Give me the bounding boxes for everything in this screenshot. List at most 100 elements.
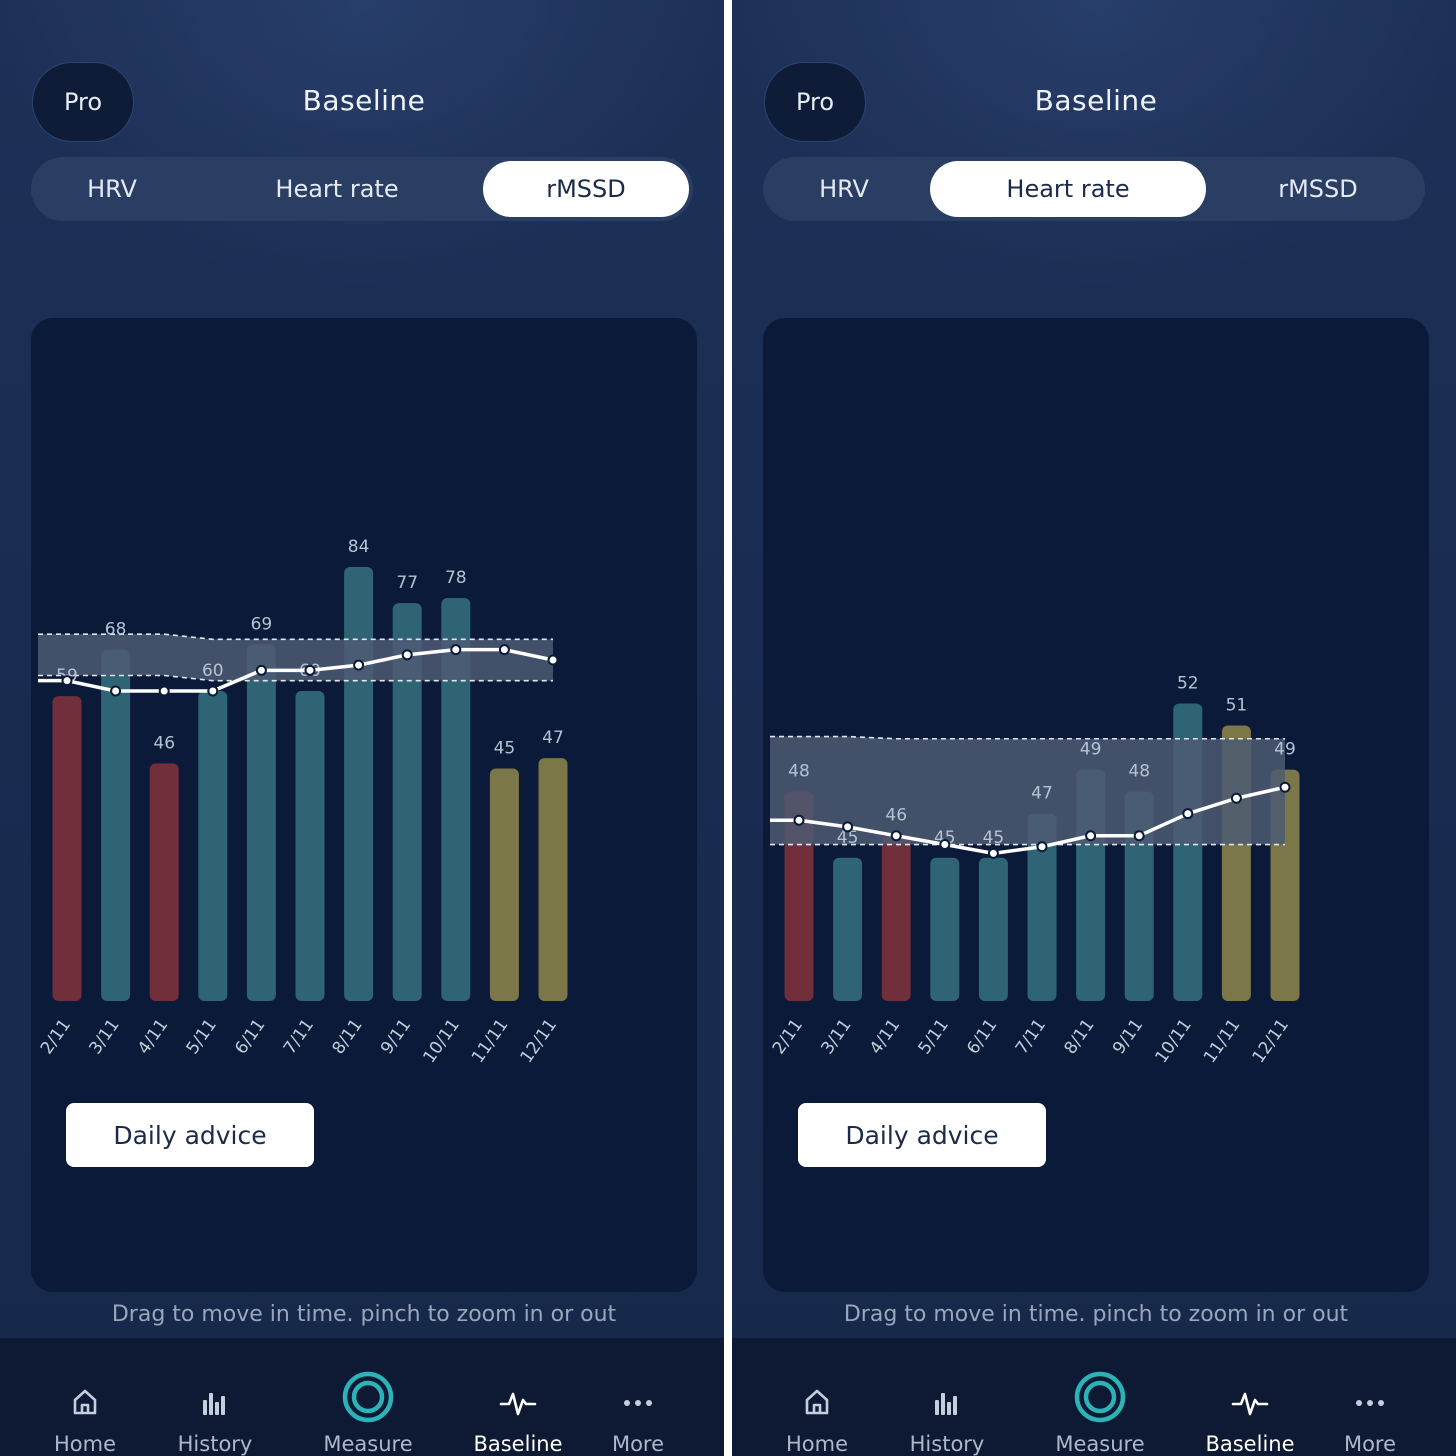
baseline-point xyxy=(450,644,462,656)
bar-11-11[interactable] xyxy=(489,768,519,1002)
nav-label: Home xyxy=(53,1432,116,1456)
baseline-point xyxy=(110,685,122,697)
value-label: 60 xyxy=(202,661,224,681)
pro-button[interactable]: Pro xyxy=(764,62,866,142)
bar-4-11[interactable] xyxy=(881,835,911,1001)
baseline-point xyxy=(1133,830,1145,842)
bar-8-11[interactable] xyxy=(344,567,374,1001)
gesture-hint: Drag to move in time. pinch to zoom in o… xyxy=(843,1302,1349,1327)
value-label: 46 xyxy=(153,733,175,753)
bar-7-11[interactable] xyxy=(295,691,325,1001)
nav-item-home[interactable]: Home xyxy=(25,1338,145,1456)
band-upper-line xyxy=(38,633,553,641)
baseline-point xyxy=(1279,781,1291,793)
baseline-band xyxy=(770,736,1285,845)
baseline-point xyxy=(61,675,73,687)
baseline-point xyxy=(304,664,316,676)
value-label: 45 xyxy=(837,828,859,848)
nav-item-baseline[interactable]: Baseline xyxy=(1190,1338,1310,1456)
tab-heart-rate[interactable]: Heart rate xyxy=(275,175,399,203)
baseline-point xyxy=(353,659,365,671)
x-tick-label: 2/11 xyxy=(37,1015,75,1058)
nav-item-measure[interactable]: Measure xyxy=(1040,1338,1160,1456)
nav-label: Measure xyxy=(323,1432,413,1456)
nav-label: History xyxy=(909,1432,985,1456)
tab-rmssd[interactable]: rMSSD xyxy=(1278,175,1358,203)
bar-10-11[interactable] xyxy=(441,598,471,1001)
page-title: Baseline xyxy=(1034,84,1158,117)
x-tick-label: 8/11 xyxy=(1060,1015,1098,1058)
x-tick-label: 12/11 xyxy=(517,1015,561,1067)
bar-6-11[interactable] xyxy=(978,857,1008,1001)
nav-item-more[interactable]: More xyxy=(1310,1338,1430,1456)
baseline-point xyxy=(207,685,219,697)
band-lower-line xyxy=(38,674,553,682)
baseline-point xyxy=(890,830,902,842)
nav-item-baseline[interactable]: Baseline xyxy=(458,1338,578,1456)
bar-5-11[interactable] xyxy=(198,691,228,1001)
nav-item-home[interactable]: Home xyxy=(757,1338,877,1456)
daily-advice-button[interactable]: Daily advice xyxy=(798,1103,1046,1167)
bar-3-11[interactable] xyxy=(101,649,131,1001)
value-label: 52 xyxy=(1177,673,1199,693)
value-label: 49 xyxy=(1274,740,1296,760)
value-label: 47 xyxy=(542,728,564,748)
bar-7-11[interactable] xyxy=(1027,813,1057,1001)
daily-advice-button[interactable]: Daily advice xyxy=(66,1103,314,1167)
x-tick-label: 11/11 xyxy=(468,1015,512,1067)
baseline-point xyxy=(842,821,854,833)
nav-item-measure[interactable]: Measure xyxy=(308,1338,428,1456)
x-tick-label: 7/11 xyxy=(280,1015,318,1058)
metric-tabs: HRV Heart rate rMSSD xyxy=(763,157,1425,221)
screen-divider xyxy=(724,0,732,1456)
header-glow xyxy=(732,0,1456,300)
bar-6-11[interactable] xyxy=(246,644,276,1002)
value-label: 47 xyxy=(1031,784,1053,804)
baseline-point xyxy=(547,654,559,666)
baseline-point xyxy=(1036,841,1048,853)
value-label: 84 xyxy=(348,537,370,557)
header-glow xyxy=(0,0,724,300)
value-label: 48 xyxy=(788,762,810,782)
baseline-chart[interactable]: 59684660696084777845472/113/114/115/116/… xyxy=(31,318,697,1078)
tab-hrv[interactable]: HRV xyxy=(87,175,137,203)
tab-rmssd[interactable]: rMSSD xyxy=(483,161,689,217)
nav-item-more[interactable]: More xyxy=(578,1338,698,1456)
x-tick-label: 10/11 xyxy=(1151,1015,1195,1067)
value-label: 78 xyxy=(445,568,467,588)
x-tick-label: 5/11 xyxy=(183,1015,221,1058)
bar-5-11[interactable] xyxy=(930,857,960,1001)
x-tick-label: 9/11 xyxy=(377,1015,415,1058)
baseline-point xyxy=(987,847,999,859)
chart-card[interactable]: 59684660696084777845472/113/114/115/116/… xyxy=(31,318,697,1292)
value-label: 49 xyxy=(1080,740,1102,760)
nav-label: Home xyxy=(785,1432,848,1456)
nav-label: Baseline xyxy=(473,1432,563,1456)
x-tick-label: 5/11 xyxy=(915,1015,953,1058)
nav-item-history[interactable]: History xyxy=(155,1338,275,1456)
x-tick-label: 6/11 xyxy=(963,1015,1001,1058)
value-label: 45 xyxy=(494,739,516,759)
pro-button[interactable]: Pro xyxy=(32,62,134,142)
baseline-point xyxy=(793,814,805,826)
nav-label: Measure xyxy=(1055,1432,1145,1456)
x-tick-label: 3/11 xyxy=(817,1015,855,1058)
bar-2-11[interactable] xyxy=(52,696,82,1001)
x-tick-label: 2/11 xyxy=(769,1015,807,1058)
value-label: 77 xyxy=(396,573,418,593)
page-title: Baseline xyxy=(302,84,426,117)
baseline-point xyxy=(1182,808,1194,820)
bar-12-11[interactable] xyxy=(538,758,568,1001)
bar-4-11[interactable] xyxy=(149,763,179,1001)
tab-hrv[interactable]: HRV xyxy=(819,175,869,203)
bar-3-11[interactable] xyxy=(833,857,863,1001)
x-tick-label: 4/11 xyxy=(866,1015,904,1058)
bar-9-11[interactable] xyxy=(392,603,422,1001)
nav-item-history[interactable]: History xyxy=(887,1338,1007,1456)
tab-heart-rate[interactable]: Heart rate xyxy=(930,161,1206,217)
chart-card[interactable]: 48 45 46 45 45 47 49 48 52 51 49 2/11 3/11 4/11 5/11 6/… xyxy=(763,318,1429,1292)
bottom-nav: Home History Measure Baseline More xyxy=(732,1338,1456,1456)
value-label: 68 xyxy=(105,620,127,640)
